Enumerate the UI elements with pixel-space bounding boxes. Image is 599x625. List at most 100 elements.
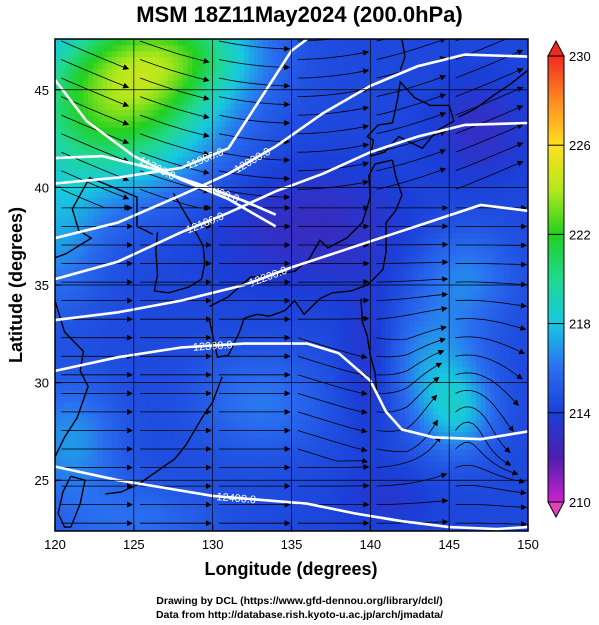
field-cell — [239, 513, 245, 520]
field-cell — [438, 419, 444, 427]
field-cell — [263, 249, 269, 257]
field-cell — [230, 396, 236, 403]
field-cell — [466, 466, 472, 474]
field-cell — [55, 255, 61, 263]
field-cell — [494, 349, 501, 356]
field-cell — [319, 396, 326, 403]
field-cell — [452, 255, 458, 263]
field-cell — [310, 355, 316, 362]
field-cell — [64, 296, 70, 304]
field-cell — [480, 513, 486, 520]
field-cell — [381, 355, 387, 362]
field-cell — [409, 273, 416, 280]
field-cell — [324, 443, 330, 450]
field-cell — [310, 331, 316, 339]
field-cell — [107, 296, 113, 304]
field-cell — [121, 261, 127, 269]
field-cell — [107, 267, 113, 274]
field-cell — [400, 285, 406, 292]
field-cell — [457, 472, 463, 479]
field-cell — [504, 249, 510, 257]
field-cell — [466, 326, 472, 333]
field-cell — [178, 349, 184, 356]
field-cell — [83, 273, 89, 280]
field-cell — [452, 460, 458, 468]
field-cell — [353, 285, 359, 292]
field-cell — [376, 384, 382, 392]
field-cell — [88, 349, 94, 356]
field-cell — [277, 472, 283, 479]
field-cell — [381, 419, 387, 427]
field-cell — [73, 478, 80, 485]
field-cell — [130, 495, 136, 503]
field-cell — [178, 331, 184, 339]
field-cell — [471, 519, 477, 526]
field-cell — [315, 513, 321, 520]
field-cell — [452, 285, 458, 292]
field-cell — [518, 449, 524, 456]
field-cell — [258, 396, 264, 403]
field-cell — [149, 437, 155, 444]
field-cell — [187, 513, 193, 520]
field-cell — [78, 507, 84, 515]
field-cell — [253, 267, 259, 274]
field-cell — [149, 372, 155, 380]
field-cell — [116, 472, 122, 479]
field-cell — [159, 507, 165, 515]
field-cell — [55, 402, 61, 409]
field-cell — [253, 296, 259, 304]
field-cell — [88, 513, 94, 520]
field-cell — [211, 449, 217, 456]
field-cell — [329, 449, 335, 456]
field-cell — [55, 490, 61, 497]
field-cell — [371, 314, 378, 321]
field-cell — [490, 372, 496, 380]
field-cell — [196, 238, 203, 245]
field-cell — [371, 326, 378, 333]
field-cell — [310, 454, 316, 462]
field-cell — [140, 495, 146, 503]
field-cell — [187, 525, 193, 531]
field-cell — [291, 513, 297, 520]
field-cell — [277, 519, 283, 526]
field-cell — [107, 378, 113, 386]
field-cell — [490, 249, 496, 257]
field-cell — [362, 472, 368, 479]
field-cell — [376, 460, 382, 468]
field-cell — [301, 425, 307, 433]
field-cell — [206, 337, 212, 345]
field-cell — [428, 343, 434, 351]
field-cell — [121, 449, 127, 456]
field-cell — [116, 431, 122, 438]
field-cell — [59, 249, 65, 257]
field-cell — [187, 437, 193, 444]
field-cell — [59, 472, 65, 479]
field-cell — [107, 308, 113, 315]
field-cell — [277, 396, 283, 403]
field-cell — [244, 290, 250, 298]
field-cell — [277, 460, 283, 468]
field-cell — [400, 396, 406, 403]
field-cell — [178, 454, 184, 462]
field-cell — [187, 460, 193, 468]
field-cell — [125, 525, 132, 531]
field-cell — [277, 285, 283, 292]
field-cell — [267, 378, 274, 386]
field-cell — [173, 437, 179, 444]
field-cell — [159, 490, 165, 497]
field-cell — [121, 361, 127, 368]
field-cell — [196, 267, 203, 274]
field-cell — [102, 367, 108, 374]
field-cell — [400, 449, 406, 456]
field-cell — [144, 513, 151, 520]
field-cell — [466, 355, 472, 362]
field-cell — [338, 308, 345, 315]
field-cell — [64, 267, 70, 274]
field-cell — [192, 267, 198, 274]
field-cell — [490, 443, 496, 450]
field-cell — [301, 361, 307, 368]
field-cell — [504, 384, 510, 392]
field-cell — [296, 396, 302, 403]
field-cell — [390, 320, 397, 327]
field-cell — [371, 454, 378, 462]
